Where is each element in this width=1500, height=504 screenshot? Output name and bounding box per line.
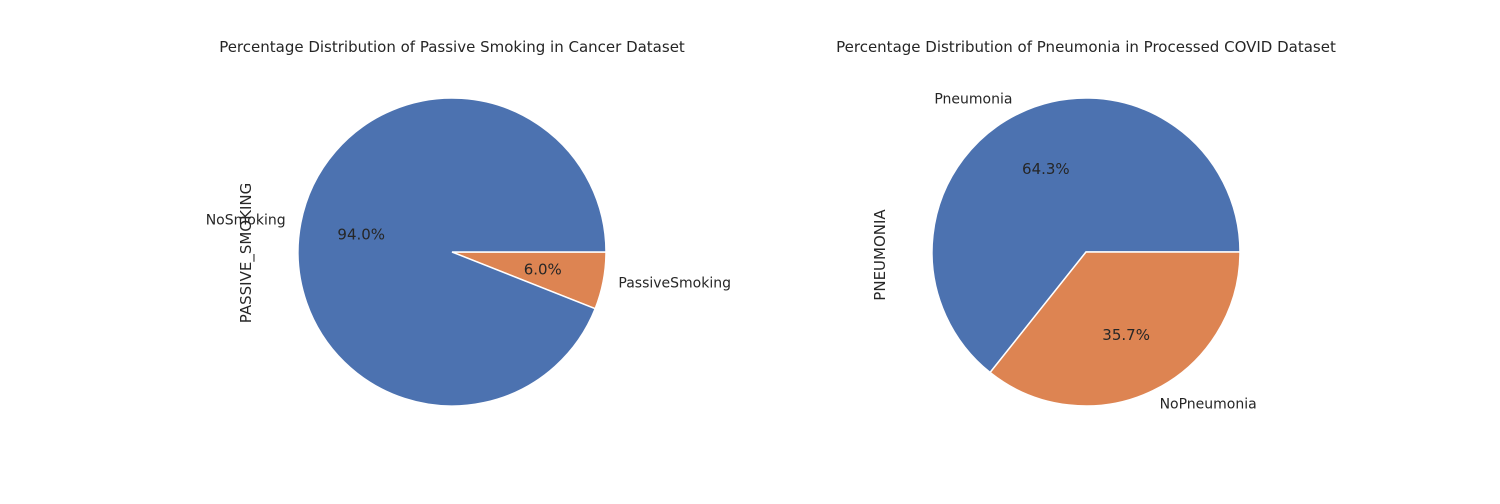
pie-slices: [931, 97, 1241, 407]
pie-slice-nopneumonia: [989, 251, 1241, 407]
chart-title: Percentage Distribution of Pneumonia in …: [836, 38, 1336, 56]
slice-label-nopneumonia: NoPneumonia: [1160, 397, 1257, 413]
y-axis-label: PNEUMONIA: [871, 209, 889, 301]
slice-percent-nosmoking: 94.0%: [337, 226, 385, 244]
slice-percent-pneumonia: 64.3%: [1022, 160, 1070, 178]
slice-label-pneumonia: Pneumonia: [934, 91, 1012, 107]
chart-title: Percentage Distribution of Passive Smoki…: [219, 38, 685, 56]
pie-slice-pneumonia: [931, 97, 1241, 374]
pie-chart-pneumonia: Percentage Distribution of Pneumonia in …: [836, 38, 1336, 413]
pie-chart-passive-smoking: Percentage Distribution of Passive Smoki…: [206, 38, 731, 407]
pie-slice-nosmoking: [297, 97, 607, 407]
slice-label-nosmoking: NoSmoking: [206, 212, 286, 228]
slice-label-passivesmoking: PassiveSmoking: [618, 276, 731, 292]
pie-labels: Pneumonia 64.3% NoPneumonia 35.7%: [934, 91, 1256, 412]
slice-percent-passivesmoking: 6.0%: [524, 260, 562, 278]
pie-slices: [297, 97, 607, 407]
pie-labels: PassiveSmoking 6.0% NoSmoking 94.0%: [206, 212, 731, 291]
slice-percent-nopneumonia: 35.7%: [1102, 326, 1150, 344]
y-axis-label: PASSIVE_SMOKING: [237, 183, 256, 323]
